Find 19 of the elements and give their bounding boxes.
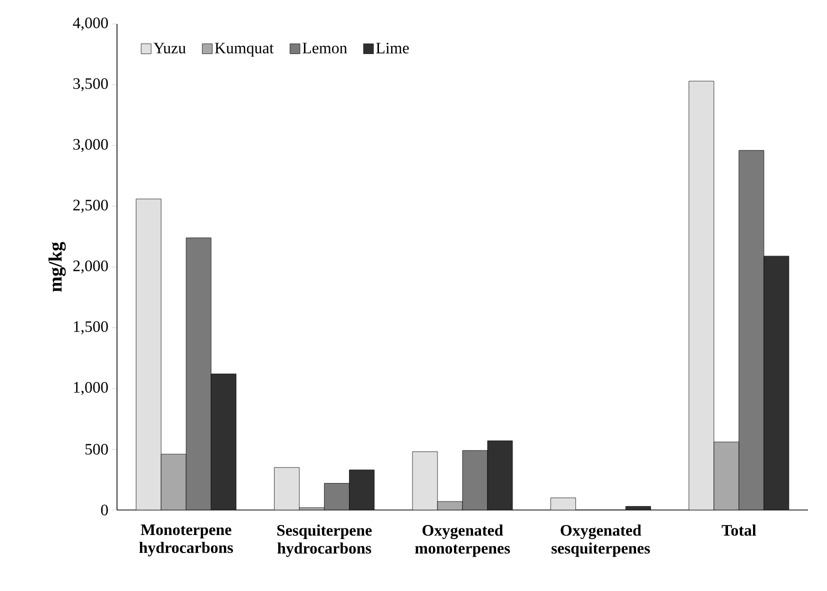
x-tick-label: Sesquiterpene hydrocarbons <box>277 524 372 557</box>
x-tick-label: Oxygenated monoterpenes <box>415 524 510 557</box>
y-tick-label: 2,000 <box>73 260 108 274</box>
y-axis-title: mg/kg <box>48 242 66 292</box>
y-tick-label: 500 <box>85 444 108 455</box>
y-tick-label: 3,500 <box>73 78 108 92</box>
y-tick-label: 0 <box>101 504 108 516</box>
legend-label: Kumquat <box>214 42 274 57</box>
y-tick-label: 4,000 <box>72 17 108 31</box>
x-tick-label: Oxygenated sesquiterpenes <box>552 524 650 557</box>
y-tick-label: 3,000 <box>73 138 108 152</box>
y-tick-label: 1,000 <box>74 382 108 396</box>
legend-label: Lime <box>376 42 409 54</box>
legend-label: Lemon <box>302 42 348 54</box>
y-tick-label: 1,500 <box>74 321 108 334</box>
legend-label: Yuzu <box>153 42 186 54</box>
y-tick-label: 2,500 <box>73 200 108 213</box>
x-tick-label: Monoterpene hydrocarbons <box>139 524 233 556</box>
x-tick-label: Total <box>722 524 756 536</box>
